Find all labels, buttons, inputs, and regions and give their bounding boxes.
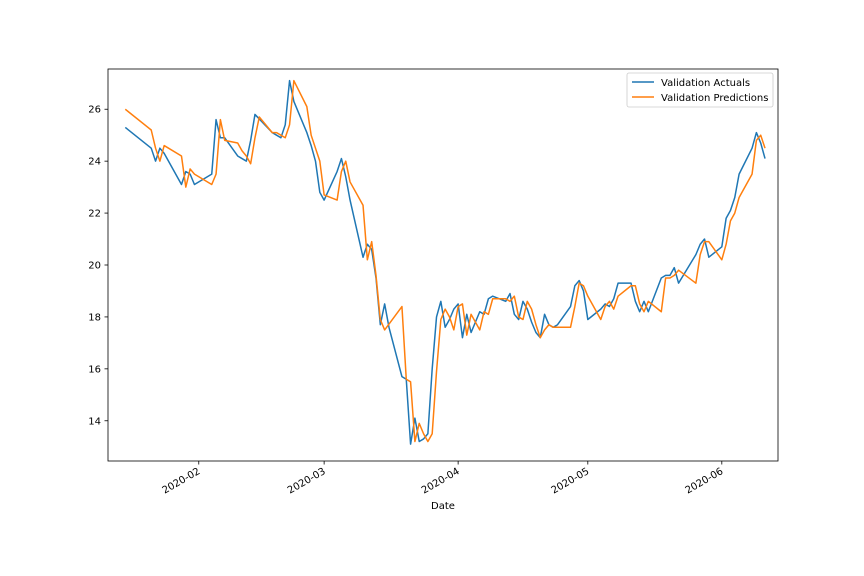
y-tick-label: 20: [88, 261, 101, 272]
y-tick-label: 14: [88, 416, 101, 427]
y-axis: 14 16 18 20 22 24 26: [88, 105, 108, 427]
series-layer: [124, 79, 766, 445]
legend-label-actuals: Validation Actuals: [661, 78, 750, 89]
y-tick-label: 22: [88, 209, 101, 220]
legend-label-predictions: Validation Predictions: [661, 93, 768, 104]
y-tick-label: 18: [88, 312, 101, 323]
legend: Validation Actuals Validation Prediction…: [626, 72, 774, 108]
plot-area: [108, 69, 778, 461]
legend-frame: [626, 72, 774, 108]
y-tick-label: 24: [88, 157, 101, 168]
y-tick-label: 26: [88, 105, 101, 116]
series-line-predictions: [124, 79, 766, 443]
x-axis-label: Date: [431, 501, 455, 512]
y-tick-label: 16: [88, 364, 101, 375]
